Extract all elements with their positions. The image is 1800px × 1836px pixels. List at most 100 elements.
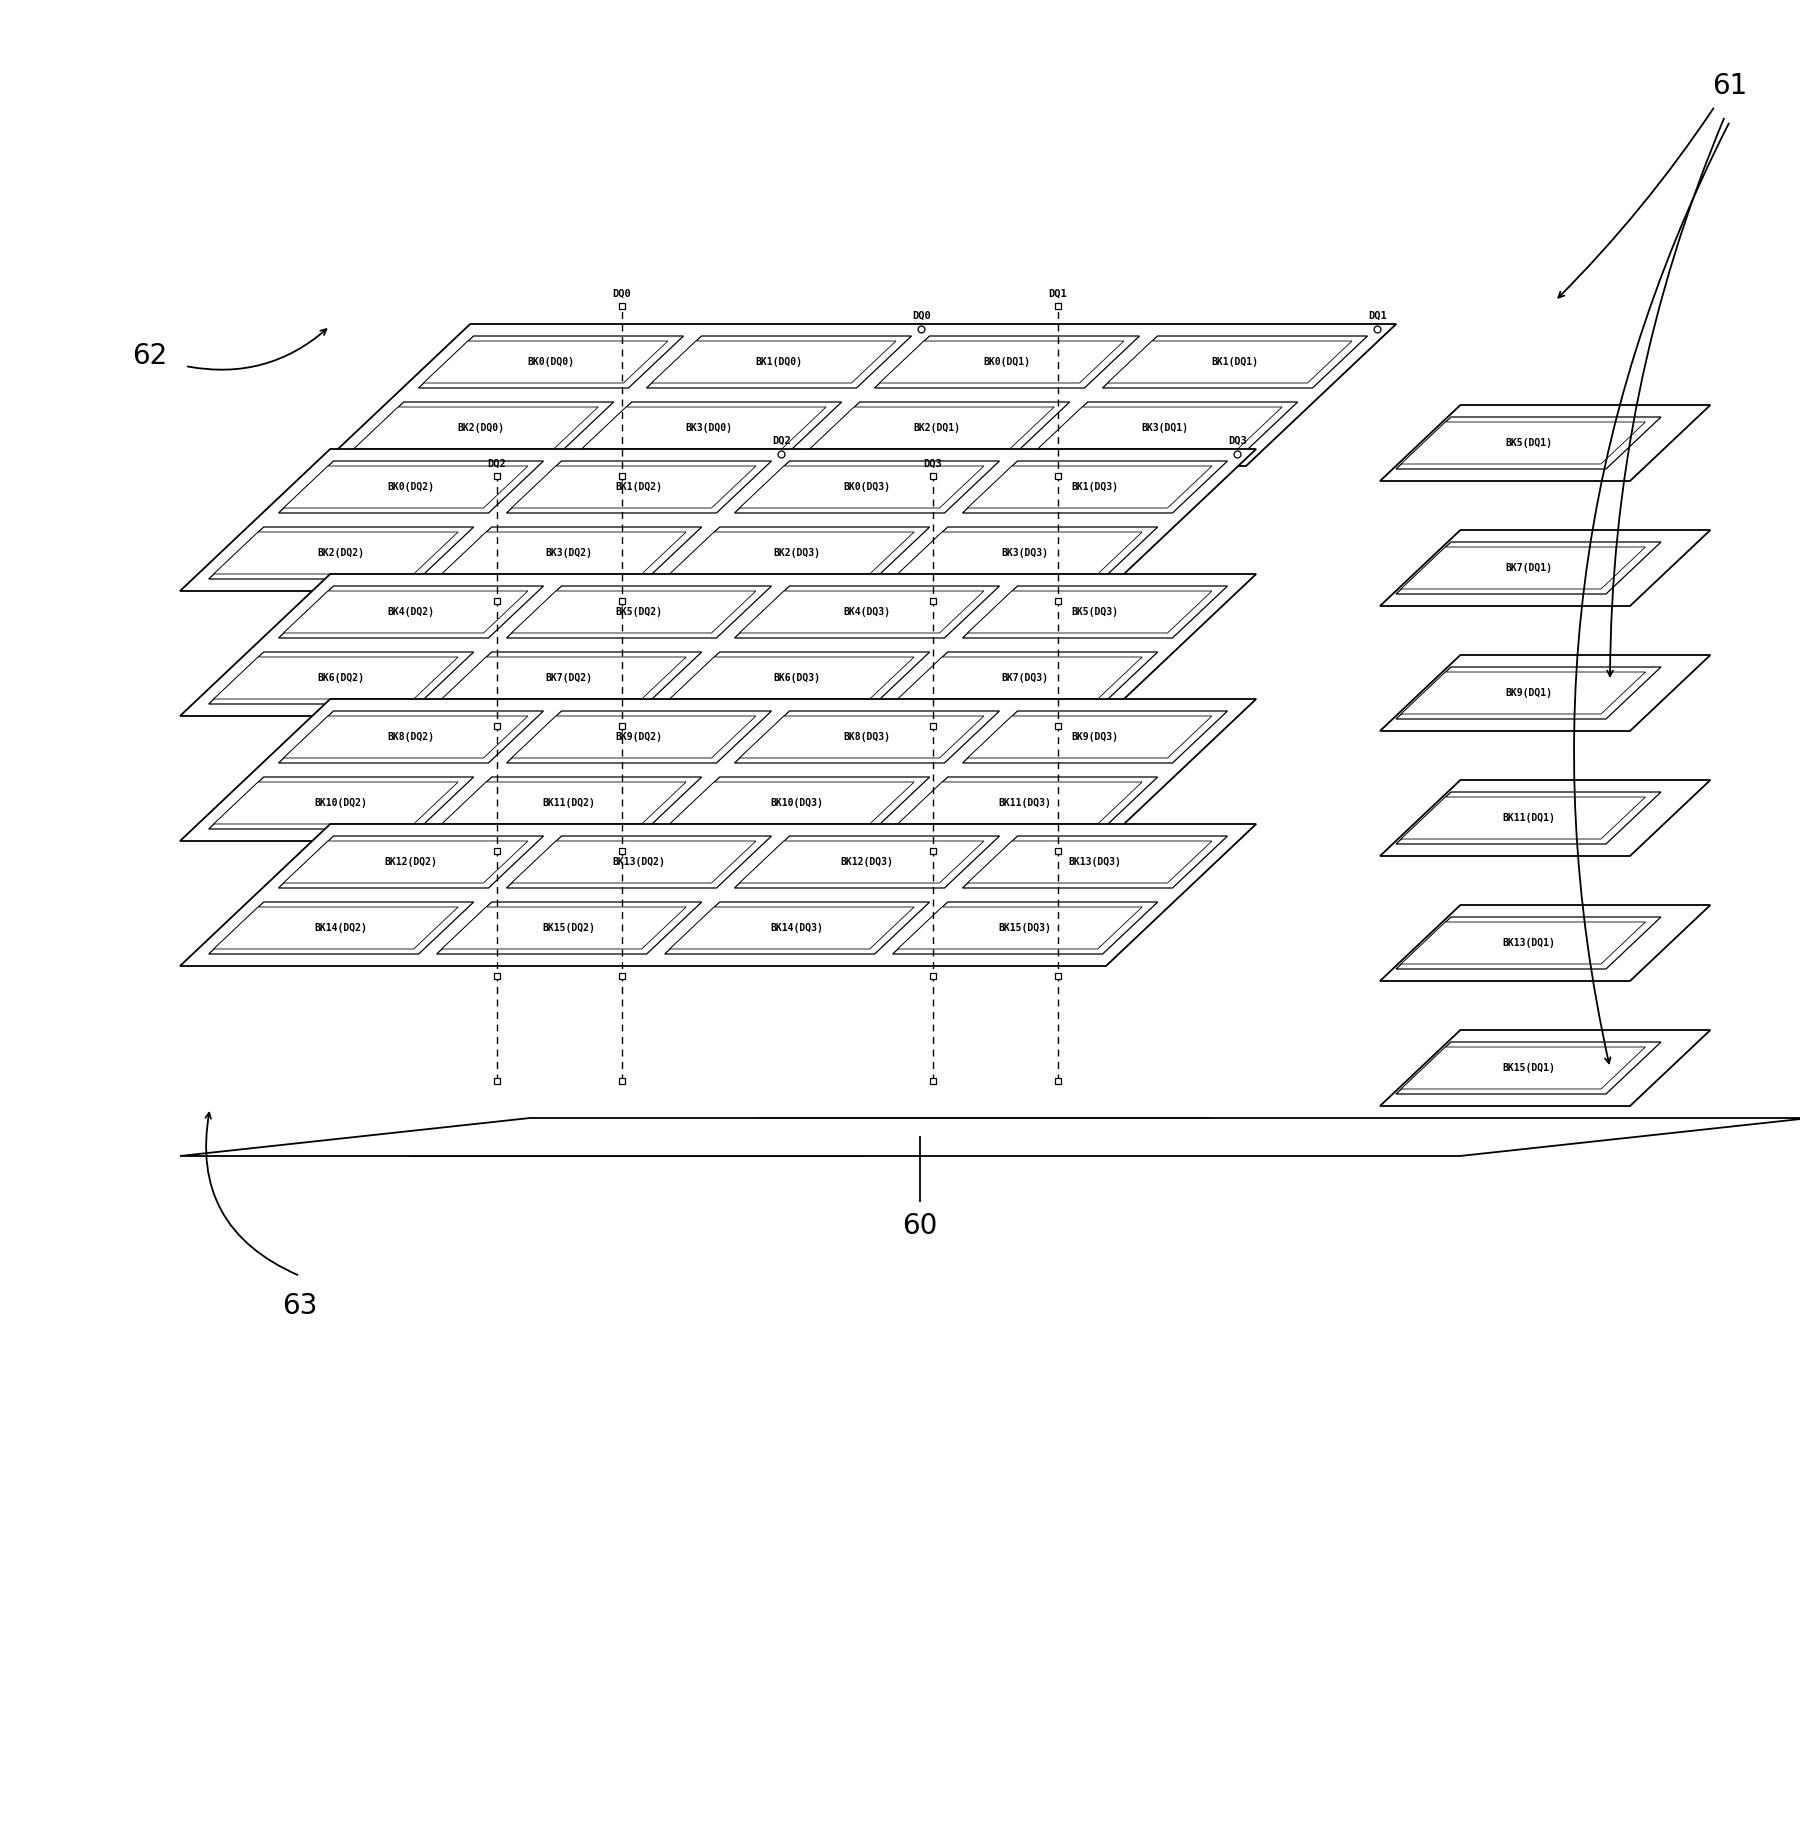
Text: BK14(DQ2): BK14(DQ2) [315, 924, 367, 933]
Polygon shape [1381, 406, 1710, 481]
Text: BK3(DQ3): BK3(DQ3) [1001, 547, 1049, 558]
Text: BK13(DQ3): BK13(DQ3) [1069, 857, 1121, 867]
Text: DQ2: DQ2 [772, 435, 790, 446]
Polygon shape [214, 907, 459, 949]
Polygon shape [437, 901, 702, 955]
Polygon shape [1400, 547, 1645, 589]
Text: BK7(DQ1): BK7(DQ1) [1505, 564, 1552, 573]
Text: DQ2: DQ2 [488, 459, 506, 468]
Polygon shape [1397, 791, 1661, 845]
Text: BK0(DQ1): BK0(DQ1) [983, 356, 1031, 367]
Polygon shape [740, 841, 985, 883]
Polygon shape [437, 527, 702, 578]
Polygon shape [576, 402, 842, 453]
Text: BK15(DQ2): BK15(DQ2) [544, 924, 596, 933]
Polygon shape [893, 777, 1157, 830]
Text: BK5(DQ3): BK5(DQ3) [1071, 608, 1118, 617]
Polygon shape [214, 657, 459, 700]
Polygon shape [968, 466, 1211, 509]
Polygon shape [441, 657, 686, 700]
Text: BK4(DQ2): BK4(DQ2) [387, 608, 434, 617]
Polygon shape [279, 711, 544, 764]
Polygon shape [875, 336, 1139, 387]
Text: BK9(DQ2): BK9(DQ2) [616, 733, 662, 742]
Polygon shape [423, 341, 668, 384]
Polygon shape [1400, 672, 1645, 714]
Polygon shape [664, 527, 929, 578]
Polygon shape [1400, 422, 1645, 465]
Polygon shape [805, 402, 1069, 453]
Polygon shape [898, 907, 1143, 949]
Polygon shape [734, 835, 999, 889]
Polygon shape [353, 408, 598, 450]
Polygon shape [437, 777, 702, 830]
Text: BK2(DQ3): BK2(DQ3) [774, 547, 821, 558]
Polygon shape [1033, 402, 1298, 453]
Polygon shape [209, 777, 473, 830]
Polygon shape [283, 591, 527, 633]
Polygon shape [180, 700, 1256, 841]
Polygon shape [664, 777, 929, 830]
Text: BK2(DQ1): BK2(DQ1) [914, 422, 961, 433]
Text: 60: 60 [902, 1212, 938, 1239]
Polygon shape [506, 835, 772, 889]
Text: BK6(DQ3): BK6(DQ3) [774, 674, 821, 683]
Text: BK10(DQ3): BK10(DQ3) [770, 799, 824, 808]
Text: BK1(DQ0): BK1(DQ0) [756, 356, 803, 367]
Text: BK11(DQ2): BK11(DQ2) [544, 799, 596, 808]
Polygon shape [511, 591, 756, 633]
Polygon shape [963, 711, 1228, 764]
Text: DQ0: DQ0 [612, 288, 632, 299]
Polygon shape [1381, 905, 1710, 980]
Polygon shape [670, 657, 914, 700]
Text: 62: 62 [133, 341, 167, 371]
Text: BK3(DQ0): BK3(DQ0) [686, 422, 733, 433]
Polygon shape [283, 466, 527, 509]
Polygon shape [209, 652, 473, 703]
Polygon shape [898, 657, 1143, 700]
Polygon shape [506, 461, 772, 512]
Polygon shape [1400, 922, 1645, 964]
Polygon shape [511, 841, 756, 883]
Polygon shape [740, 716, 985, 758]
Polygon shape [1381, 1030, 1710, 1105]
Text: DQ0: DQ0 [913, 310, 931, 321]
Text: 63: 63 [283, 1293, 317, 1320]
Text: BK14(DQ3): BK14(DQ3) [770, 924, 824, 933]
Polygon shape [664, 652, 929, 703]
Polygon shape [1037, 408, 1282, 450]
Text: BK12(DQ3): BK12(DQ3) [841, 857, 893, 867]
Polygon shape [279, 586, 544, 637]
Polygon shape [441, 907, 686, 949]
Polygon shape [893, 652, 1157, 703]
Polygon shape [209, 527, 473, 578]
Text: BK10(DQ2): BK10(DQ2) [315, 799, 367, 808]
Polygon shape [734, 461, 999, 512]
Text: BK13(DQ1): BK13(DQ1) [1501, 938, 1555, 947]
Text: BK5(DQ1): BK5(DQ1) [1505, 439, 1552, 448]
Text: BK2(DQ2): BK2(DQ2) [317, 547, 365, 558]
Polygon shape [180, 450, 1256, 591]
Polygon shape [968, 841, 1211, 883]
Text: BK0(DQ0): BK0(DQ0) [527, 356, 574, 367]
Polygon shape [279, 835, 544, 889]
Text: BK8(DQ2): BK8(DQ2) [387, 733, 434, 742]
Polygon shape [441, 532, 686, 575]
Polygon shape [511, 466, 756, 509]
Text: BK8(DQ3): BK8(DQ3) [844, 733, 891, 742]
Polygon shape [880, 341, 1123, 384]
Polygon shape [670, 907, 914, 949]
Polygon shape [1397, 542, 1661, 595]
Polygon shape [1381, 780, 1710, 856]
Polygon shape [1400, 797, 1645, 839]
Text: DQ1: DQ1 [1049, 288, 1067, 299]
Polygon shape [283, 841, 527, 883]
Text: BK3(DQ1): BK3(DQ1) [1141, 422, 1188, 433]
Polygon shape [646, 336, 911, 387]
Polygon shape [963, 586, 1228, 637]
Polygon shape [214, 782, 459, 824]
Polygon shape [180, 824, 1256, 966]
Text: BK1(DQ1): BK1(DQ1) [1211, 356, 1258, 367]
Polygon shape [506, 586, 772, 637]
Text: BK1(DQ3): BK1(DQ3) [1071, 483, 1118, 492]
